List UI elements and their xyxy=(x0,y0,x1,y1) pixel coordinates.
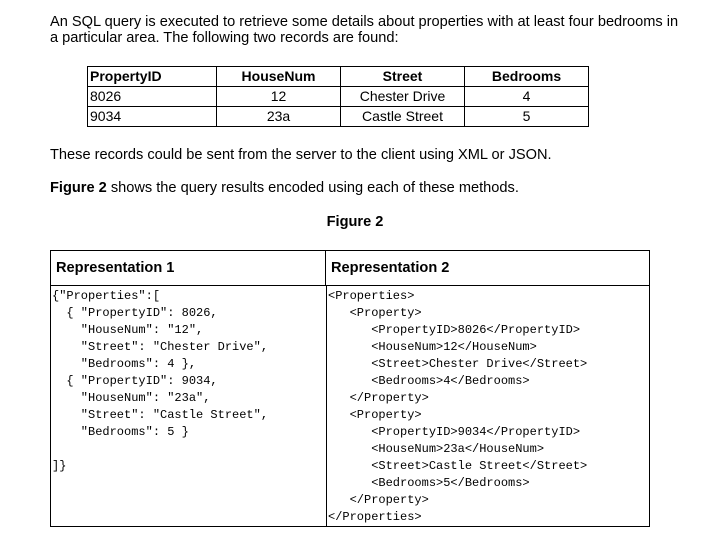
column-divider xyxy=(326,286,327,526)
xml-code-line: <Street>Castle Street</Street> xyxy=(328,459,588,473)
json-code-line: { "PropertyID": 8026, xyxy=(52,306,218,320)
xml-code-line: </Properties> xyxy=(328,510,422,524)
xml-code-line: </Property> xyxy=(328,391,429,405)
figure-reference-text: shows the query results encoded using ea… xyxy=(106,180,519,196)
xml-code-line: <HouseNum>12</HouseNum> xyxy=(328,340,537,354)
json-code-line: "Bedrooms": 5 } xyxy=(52,425,189,439)
xml-code-line: <Property> xyxy=(328,408,422,422)
cell-bedrooms: 5 xyxy=(464,106,589,127)
cell-housenum: 12 xyxy=(216,86,341,107)
xml-code-line: <Bedrooms>4</Bedrooms> xyxy=(328,374,530,388)
header-street: Street xyxy=(340,66,465,87)
xml-code-line: <Street>Chester Drive</Street> xyxy=(328,357,588,371)
cell-bedrooms: 4 xyxy=(464,86,589,107)
table-header-row: PropertyID HouseNum Street Bedrooms xyxy=(87,66,589,87)
xml-code-line: <PropertyID>8026</PropertyID> xyxy=(328,323,581,337)
intro-paragraph: An SQL query is executed to retrieve som… xyxy=(50,14,679,46)
json-code-line: ]} xyxy=(52,459,67,473)
table-row: 8026 12 Chester Drive 4 xyxy=(87,86,589,107)
records-table: PropertyID HouseNum Street Bedrooms 8026… xyxy=(87,66,589,127)
representation-2-title: Representation 2 xyxy=(326,251,649,286)
figure-reference-paragraph: Figure 2 shows the query results encoded… xyxy=(50,180,519,196)
header-bedrooms: Bedrooms xyxy=(464,66,589,87)
json-code-line: "Bedrooms": 4 }, xyxy=(52,357,197,371)
xml-code-line: <PropertyID>9034</PropertyID> xyxy=(328,425,581,439)
cell-propertyid: 9034 xyxy=(87,106,217,127)
xml-code-line: </Property> xyxy=(328,493,429,507)
header-housenum: HouseNum xyxy=(216,66,341,87)
cell-propertyid: 8026 xyxy=(87,86,217,107)
xml-code-line: <HouseNum>23a</HouseNum> xyxy=(328,442,545,456)
header-propertyid: PropertyID xyxy=(87,66,217,87)
json-code-line: {"Properties":[ xyxy=(52,289,161,303)
table-row: 9034 23a Castle Street 5 xyxy=(87,106,589,127)
json-code-block: {"Properties":[ { "PropertyID": 8026, "H… xyxy=(52,288,268,475)
cell-street: Chester Drive xyxy=(340,86,465,107)
representation-1-title: Representation 1 xyxy=(51,251,326,286)
json-code-line: "Street": "Castle Street", xyxy=(52,408,269,422)
figure-caption: Figure 2 xyxy=(326,214,384,230)
cell-housenum: 23a xyxy=(216,106,341,127)
representations-box: Representation 1 Representation 2 {"Prop… xyxy=(50,250,650,527)
json-code-line: "HouseNum": "23a", xyxy=(52,391,211,405)
xml-code-line: <Property> xyxy=(328,306,422,320)
xml-code-line: <Bedrooms>5</Bedrooms> xyxy=(328,476,530,490)
cell-street: Castle Street xyxy=(340,106,465,127)
json-code-line: { "PropertyID": 9034, xyxy=(52,374,218,388)
json-code-line: "Street": "Chester Drive", xyxy=(52,340,269,354)
xml-code-block: <Properties> <Property> <PropertyID>8026… xyxy=(328,288,587,526)
json-code-line: "HouseNum": "12", xyxy=(52,323,204,337)
figure-reference-bold: Figure 2 xyxy=(50,180,107,196)
transfer-paragraph: These records could be sent from the ser… xyxy=(50,147,552,163)
xml-code-line: <Properties> xyxy=(328,289,415,303)
